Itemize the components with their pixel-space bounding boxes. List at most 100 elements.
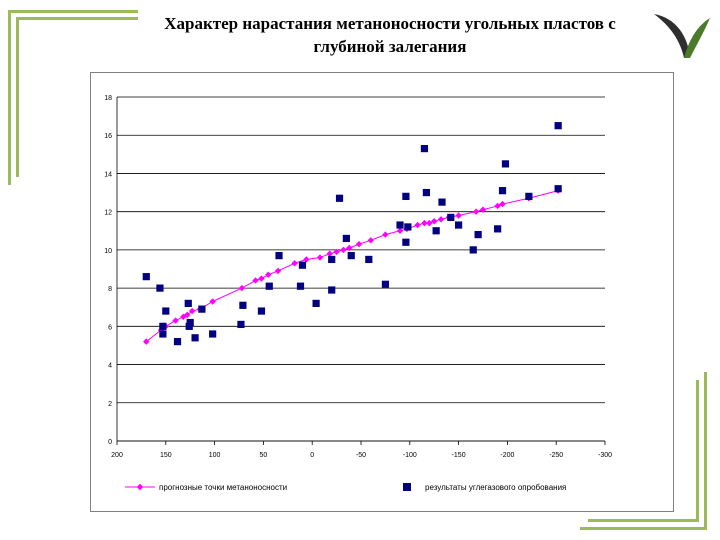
sample-point — [237, 320, 245, 329]
forecast-point — [316, 254, 324, 261]
frame-line-bottom-inner — [588, 519, 699, 522]
forecast-point — [291, 260, 298, 267]
sample-point — [186, 318, 194, 327]
forecast-point — [303, 256, 310, 263]
sample-point — [342, 234, 350, 243]
y-tick-label: 4 — [108, 363, 112, 370]
y-tick-label: 10 — [104, 248, 112, 255]
sample-point — [142, 273, 150, 281]
sample-point — [296, 282, 305, 290]
sample-point — [185, 322, 193, 330]
forecast-point — [172, 317, 179, 324]
sample-point — [455, 221, 463, 229]
legend-label-forecast: прогнозные точки метаноносности — [159, 483, 287, 492]
x-tick-label: 100 — [209, 452, 221, 459]
x-tick-label: 150 — [160, 452, 172, 459]
y-tick-label: 14 — [104, 171, 112, 178]
forecast-point — [431, 218, 438, 225]
forecast-point — [265, 271, 272, 278]
y-tick-label: 0 — [108, 439, 112, 446]
sample-point — [447, 213, 455, 221]
forecast-point — [367, 237, 374, 244]
sample-point — [275, 252, 283, 260]
y-tick-label: 8 — [108, 286, 112, 293]
sample-point — [396, 221, 404, 229]
sample-point — [298, 261, 307, 269]
forecast-point — [274, 267, 282, 275]
frame-line-top-inner — [16, 17, 138, 20]
forecast-point — [340, 246, 347, 254]
sample-point — [173, 338, 182, 346]
sample-point — [554, 122, 562, 130]
forecast-point — [188, 307, 196, 315]
forecast-point — [209, 298, 216, 305]
x-tick-label: -50 — [356, 452, 366, 459]
sample-point — [404, 223, 412, 231]
sample-point — [365, 255, 373, 264]
legend-forecast-marker — [136, 483, 144, 491]
sample-point — [156, 284, 164, 292]
sample-point — [494, 225, 502, 233]
x-tick-label: -300 — [598, 452, 612, 459]
y-tick-label: 2 — [108, 401, 112, 408]
forecast-point — [396, 227, 404, 234]
sample-point — [438, 198, 446, 206]
sample-point — [422, 188, 430, 197]
x-tick-label: 0 — [310, 452, 314, 459]
sample-point — [191, 334, 199, 342]
forecast-point — [426, 219, 433, 227]
slide-title: Характер нарастания метаноносности уголь… — [164, 14, 616, 56]
y-tick-label: 12 — [104, 210, 112, 217]
y-tick-label: 18 — [104, 95, 112, 102]
legend-label-samples: результаты углегазового опробования — [425, 483, 566, 492]
scatter-chart: 0 2 4 6 8 10 12 14 16 18 200 150 100 50 0 -50 -100 -150 -2… — [104, 95, 612, 492]
frame-line-top-outer — [8, 10, 138, 13]
sample-point — [184, 299, 192, 307]
forecast-point — [180, 313, 187, 320]
sample-point — [432, 227, 440, 235]
forecast-point — [494, 202, 501, 210]
forecast-point — [414, 221, 421, 229]
sample-point — [347, 252, 355, 260]
sample-point — [159, 322, 167, 330]
frame-line-bottom-outer — [580, 527, 707, 530]
sample-point — [402, 238, 410, 246]
frame-line-right-outer — [704, 372, 707, 530]
sample-point — [257, 307, 266, 315]
forecast-line — [145, 190, 559, 343]
sample-point — [420, 145, 429, 153]
sample-point — [328, 255, 336, 264]
frame-line-left-outer — [8, 10, 11, 185]
sample-point — [159, 330, 167, 338]
forecast-point — [437, 216, 445, 223]
sample-point — [474, 231, 482, 239]
forecast-point — [252, 277, 259, 284]
sample-point — [209, 330, 217, 338]
sample-point — [381, 280, 389, 288]
sample-point — [498, 187, 507, 195]
y-tick-label: 6 — [108, 324, 112, 331]
sample-point — [402, 192, 410, 200]
x-tick-label: -200 — [500, 452, 514, 459]
sample-point — [328, 286, 336, 294]
x-tick-label: 50 — [260, 452, 268, 459]
sample-point — [312, 299, 320, 307]
x-tick-label: -150 — [452, 452, 466, 459]
x-tick-label: -250 — [549, 452, 563, 459]
leaf-decoration-icon — [654, 14, 710, 58]
sample-point — [501, 160, 510, 168]
sample-point — [554, 185, 562, 193]
sample-point — [525, 192, 533, 200]
forecast-point — [382, 231, 389, 238]
forecast-point — [258, 275, 265, 282]
legend-sample-marker — [403, 483, 411, 491]
x-tick-label: 200 — [111, 452, 123, 459]
sample-point — [162, 307, 170, 315]
forecast-point — [455, 212, 462, 219]
forecast-point — [326, 250, 333, 257]
sample-point — [198, 305, 206, 313]
chart-container: 0 2 4 6 8 10 12 14 16 18 200 150 100 50 0 -50 -100 -150 -2… — [90, 72, 674, 512]
forecast-point — [499, 200, 506, 208]
forecast-point — [238, 284, 246, 292]
sample-point — [335, 194, 344, 202]
